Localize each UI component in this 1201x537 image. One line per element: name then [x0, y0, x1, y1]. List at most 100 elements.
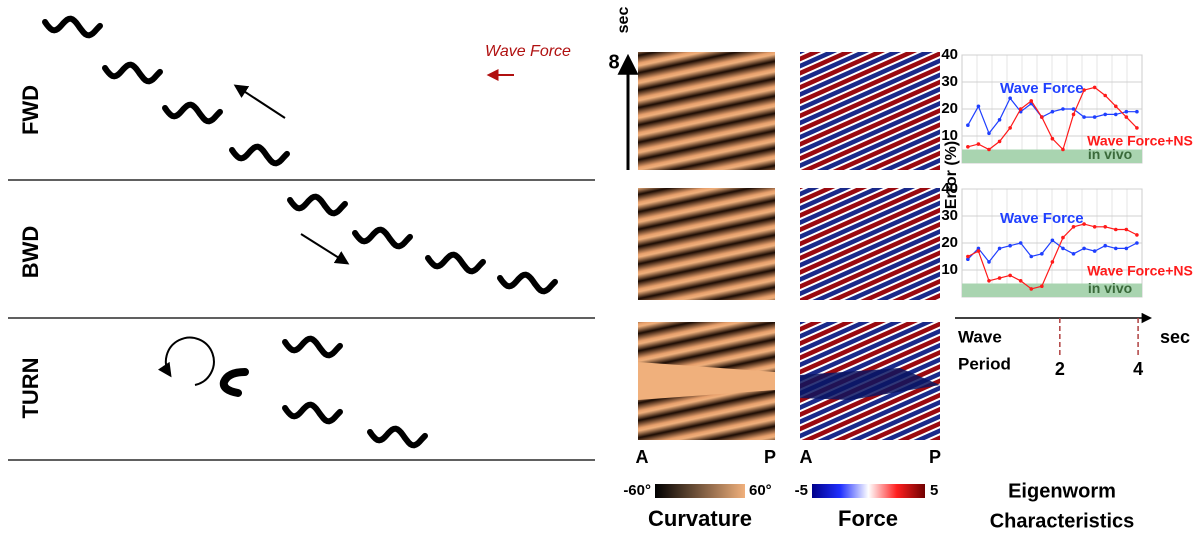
worm: [282, 401, 343, 425]
point: [1050, 109, 1055, 114]
position-label: A: [800, 447, 813, 467]
point: [966, 145, 970, 149]
point: [1103, 243, 1108, 248]
point: [987, 260, 991, 264]
point: [1018, 107, 1023, 111]
point: [976, 142, 981, 146]
point: [997, 246, 1002, 251]
point: [1050, 136, 1055, 141]
worm: [367, 425, 428, 449]
point: [1061, 107, 1065, 111]
point: [1135, 241, 1139, 245]
y-tick-label: 30: [941, 207, 958, 224]
point: [1135, 233, 1139, 237]
point: [1040, 252, 1044, 256]
eigenworm-title: Eigenworm: [1008, 480, 1116, 502]
point: [1113, 246, 1118, 251]
point: [1061, 235, 1065, 240]
point: [1135, 109, 1139, 114]
point: [1082, 222, 1086, 226]
point: [966, 254, 970, 259]
in-vivo-label: in vivo: [1088, 146, 1132, 162]
point: [1092, 85, 1097, 90]
worm: [425, 251, 486, 275]
position-label: A: [636, 447, 649, 467]
point: [997, 118, 1002, 122]
wave-force-label: Wave Force: [485, 43, 571, 60]
series-label: Wave Force: [1000, 80, 1084, 97]
point: [1029, 254, 1034, 259]
worms: [42, 15, 558, 449]
point: [1103, 112, 1108, 117]
point: [1092, 115, 1097, 119]
position-label: P: [929, 447, 941, 467]
row-label: FWD: [18, 85, 43, 135]
time-axis-label: sec: [615, 7, 632, 34]
y-tick-label: 40: [941, 180, 958, 197]
point: [1135, 126, 1139, 130]
point: [1113, 112, 1118, 117]
point: [1071, 112, 1076, 117]
y-tick-label: 20: [941, 234, 958, 251]
point: [987, 131, 991, 136]
point: [976, 249, 981, 253]
direction-arrows: [157, 84, 350, 397]
point: [1124, 246, 1129, 251]
time-axis-max: 8: [608, 51, 619, 73]
in-vivo-label: in vivo: [1088, 280, 1132, 296]
point: [976, 104, 981, 109]
x-tick-label: 4: [1133, 359, 1143, 379]
point: [1124, 227, 1129, 232]
point: [1113, 104, 1118, 109]
point: [1018, 279, 1023, 283]
y-tick-label: 40: [941, 46, 958, 63]
y-tick-label: 10: [941, 261, 958, 278]
point: [1029, 99, 1034, 103]
point: [987, 279, 991, 283]
in-vivo-band: [962, 283, 1142, 297]
point: [1008, 243, 1012, 248]
heatmaps: [638, 52, 940, 440]
point: [1008, 96, 1012, 100]
point: [1092, 249, 1097, 253]
point: [1103, 225, 1108, 229]
point: [1124, 115, 1129, 119]
colorbar-min: -60°: [623, 482, 651, 499]
colorbar-title: Curvature: [648, 506, 752, 531]
point: [1008, 126, 1012, 130]
y-tick-label: 20: [941, 100, 958, 117]
row-label: TURN: [18, 357, 43, 418]
point: [1103, 93, 1108, 98]
worm: [497, 271, 558, 295]
point: [1061, 246, 1065, 251]
series-label: Wave Force+NS: [1087, 263, 1193, 279]
point: [1082, 115, 1086, 119]
point: [1029, 287, 1034, 291]
y-axis-title: Error (%): [943, 141, 960, 209]
x-axis-caption: Wave: [958, 327, 1002, 346]
worm: [352, 226, 413, 250]
point: [976, 246, 981, 251]
colorbar: [812, 484, 925, 498]
point: [1124, 109, 1129, 114]
worm: [229, 143, 290, 167]
point: [1082, 88, 1086, 92]
row-label: BWD: [18, 226, 43, 279]
worm: [282, 335, 343, 359]
series-label: Wave Force+NS: [1087, 133, 1193, 149]
point: [1050, 238, 1055, 243]
y-tick-label: 30: [941, 73, 958, 90]
position-label: P: [764, 447, 776, 467]
y-tick-label: 10: [941, 127, 958, 144]
point: [1040, 284, 1044, 289]
worm: [162, 101, 223, 125]
worm: [102, 61, 163, 85]
colorbar-max: 5: [930, 482, 938, 499]
point: [1071, 225, 1076, 229]
worm: [42, 15, 103, 39]
colorbar: [655, 484, 745, 498]
eigenworm-title: Characteristics: [990, 510, 1135, 532]
x-tick-label: 2: [1055, 359, 1065, 379]
point: [1113, 227, 1118, 232]
